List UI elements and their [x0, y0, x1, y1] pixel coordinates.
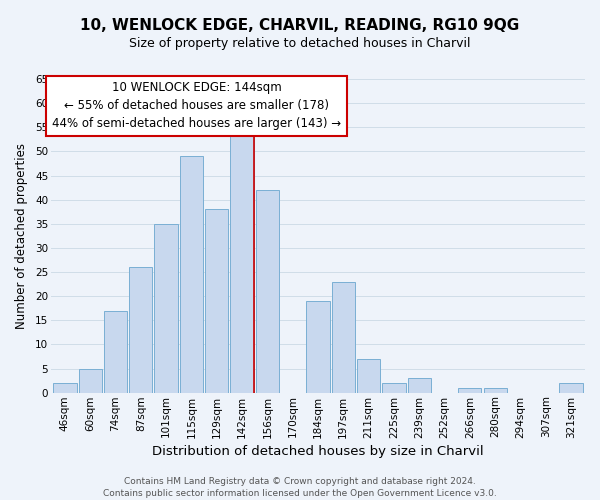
Text: Contains HM Land Registry data © Crown copyright and database right 2024.: Contains HM Land Registry data © Crown c…	[124, 477, 476, 486]
Bar	[332, 282, 355, 393]
Bar	[256, 190, 279, 392]
Bar	[154, 224, 178, 392]
Bar	[104, 310, 127, 392]
Bar	[382, 383, 406, 392]
Bar	[407, 378, 431, 392]
Text: 10 WENLOCK EDGE: 144sqm
← 55% of detached houses are smaller (178)
44% of semi-d: 10 WENLOCK EDGE: 144sqm ← 55% of detache…	[52, 82, 341, 130]
Bar	[357, 359, 380, 392]
Bar	[53, 383, 77, 392]
Text: Size of property relative to detached houses in Charvil: Size of property relative to detached ho…	[129, 38, 471, 51]
Bar	[484, 388, 507, 392]
Bar	[180, 156, 203, 392]
X-axis label: Distribution of detached houses by size in Charvil: Distribution of detached houses by size …	[152, 444, 484, 458]
Bar	[205, 210, 229, 392]
Bar	[307, 301, 329, 392]
Bar	[458, 388, 481, 392]
Text: Contains public sector information licensed under the Open Government Licence v3: Contains public sector information licen…	[103, 488, 497, 498]
Bar	[129, 267, 152, 392]
Bar	[79, 368, 102, 392]
Y-axis label: Number of detached properties: Number of detached properties	[15, 143, 28, 329]
Bar	[230, 132, 254, 392]
Text: 10, WENLOCK EDGE, CHARVIL, READING, RG10 9QG: 10, WENLOCK EDGE, CHARVIL, READING, RG10…	[80, 18, 520, 32]
Bar	[559, 383, 583, 392]
